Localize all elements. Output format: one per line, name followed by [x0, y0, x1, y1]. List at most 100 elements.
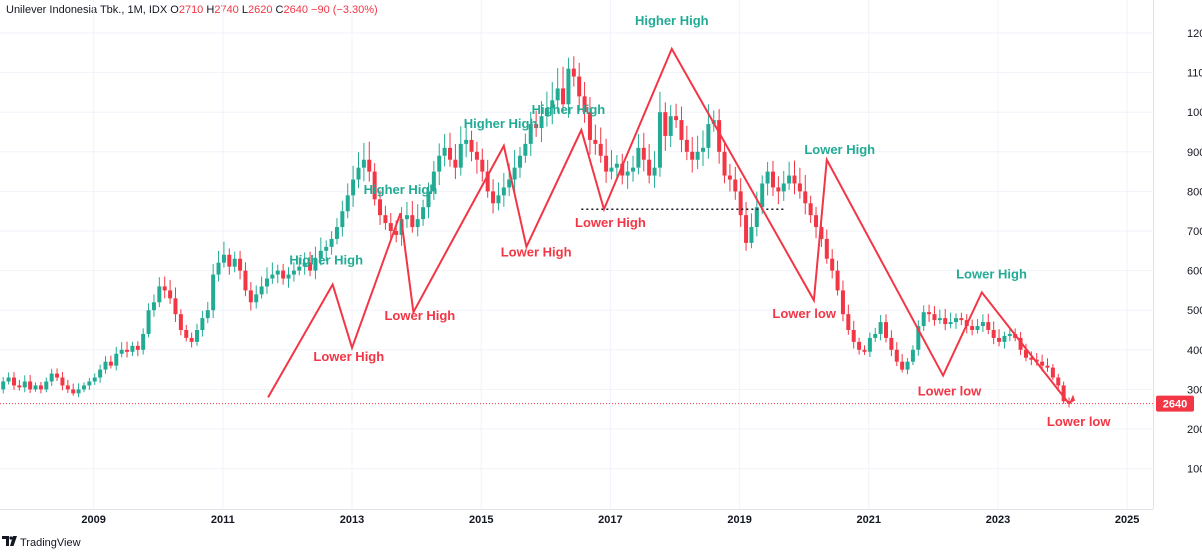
candle-body	[587, 112, 592, 140]
candle-body	[195, 330, 200, 342]
candle-body	[313, 258, 318, 271]
candle-body	[501, 187, 506, 196]
candle-body	[943, 318, 948, 325]
annotation-label: Lower low	[772, 306, 836, 321]
candle-body	[577, 76, 582, 97]
candle-body	[808, 203, 813, 216]
candle-body	[835, 270, 840, 291]
candle-body	[652, 167, 657, 176]
annotation-label: Higher High	[364, 182, 438, 197]
candle-body	[496, 195, 501, 204]
candle-body	[991, 330, 996, 338]
candle-body	[55, 373, 60, 378]
candle-body	[797, 183, 802, 192]
candle-body	[851, 330, 856, 342]
candle-body	[211, 274, 216, 311]
annotation-label: Lower High	[501, 245, 572, 260]
candle-body	[232, 258, 237, 267]
candle-body	[464, 139, 469, 144]
candle-body	[458, 143, 463, 168]
candle-body	[173, 298, 178, 315]
candle-body	[291, 270, 296, 275]
candle-body	[1007, 333, 1012, 336]
price-chart[interactable]: 1000 2000 3000 4000 5000 6000 7000 8000 9000 1000…	[0, 0, 1202, 533]
time-tick-label: 2025	[1115, 514, 1139, 526]
candle-body	[555, 88, 560, 101]
open-label: O	[170, 4, 179, 16]
candle-body	[539, 116, 544, 129]
candle-body	[776, 187, 781, 192]
candle-body	[770, 171, 775, 188]
candle-body	[550, 100, 555, 109]
candle-body	[916, 326, 921, 350]
candle-body	[792, 175, 797, 184]
candle-body	[270, 274, 275, 279]
candle-body	[830, 258, 835, 271]
low-value: 2620	[248, 4, 273, 16]
candle-body	[582, 96, 587, 113]
price-tick-label: 12000	[1187, 28, 1202, 40]
candle-body	[135, 345, 140, 350]
time-tick-label: 2011	[211, 514, 235, 526]
candle-body	[141, 333, 146, 350]
candles-group	[1, 56, 1072, 408]
candle-body	[862, 349, 867, 352]
tradingview-logo-icon[interactable]	[2, 536, 18, 547]
candle-body	[1034, 359, 1039, 362]
candle-body	[814, 215, 819, 228]
candle-body	[130, 345, 135, 352]
candle-body	[873, 333, 878, 338]
annotation-label: Lower low	[918, 383, 982, 398]
candle-body	[227, 254, 232, 267]
candle-body	[614, 163, 619, 168]
candle-body	[98, 369, 103, 378]
time-tick-label: 2021	[857, 514, 881, 526]
candle-body	[561, 88, 566, 105]
candle-body	[846, 314, 851, 330]
candle-body	[60, 377, 65, 386]
candle-body	[200, 318, 205, 330]
candle-body	[889, 337, 894, 350]
candle-body	[528, 124, 533, 144]
candle-body	[281, 270, 286, 279]
candle-body	[937, 318, 942, 321]
low-label: L	[241, 4, 248, 16]
candle-body	[103, 361, 108, 370]
candle-body	[119, 349, 124, 354]
candle-body	[351, 179, 356, 196]
tradingview-brand[interactable]: TradingView	[20, 537, 81, 549]
annotation-label: Higher High	[289, 253, 363, 268]
candle-body	[378, 199, 383, 216]
candle-body	[566, 68, 571, 105]
candle-body	[604, 155, 609, 172]
candle-body	[28, 381, 33, 390]
candle-body	[684, 139, 689, 152]
candle-body	[980, 322, 985, 327]
candle-body	[679, 120, 684, 140]
time-tick-label: 2009	[81, 514, 105, 526]
candle-body	[663, 112, 668, 136]
last-price-tag-label: 2640	[1163, 399, 1187, 411]
candle-body	[340, 211, 345, 228]
candle-body	[168, 290, 173, 299]
candle-body	[657, 112, 662, 168]
candle-body	[243, 270, 248, 291]
price-tick-label: 8000	[1187, 186, 1202, 198]
annotation-label: Higher High	[635, 13, 709, 28]
candle-body	[65, 385, 70, 390]
candle-body	[361, 159, 366, 168]
candle-body	[394, 231, 399, 235]
candle-body	[668, 116, 673, 136]
candle-body	[1029, 357, 1034, 360]
candle-body	[33, 385, 38, 390]
candle-body	[1056, 377, 1061, 386]
candle-body	[491, 191, 496, 204]
candle-body	[442, 147, 447, 156]
candle-body	[884, 322, 889, 338]
candle-body	[324, 246, 329, 251]
candle-body	[781, 183, 786, 192]
candle-body	[426, 191, 431, 208]
candle-body	[92, 377, 97, 382]
candle-body	[286, 274, 291, 279]
last-price-tag	[1156, 395, 1194, 412]
